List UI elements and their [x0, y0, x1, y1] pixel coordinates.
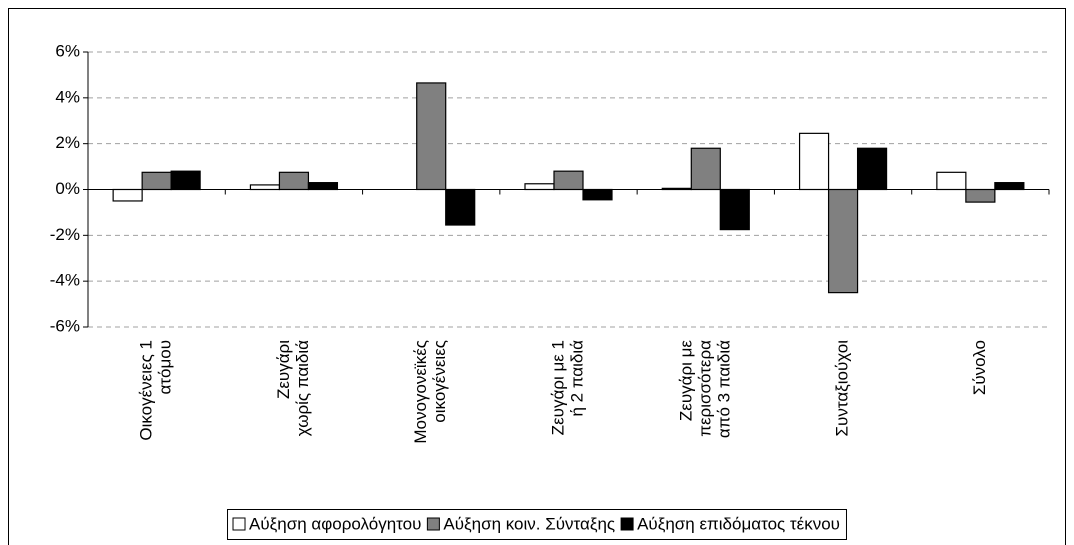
bar — [278, 171, 310, 191]
bar — [416, 82, 447, 191]
bar — [661, 187, 692, 191]
bar — [719, 188, 750, 231]
bar — [445, 188, 476, 226]
y-tick-label: 6% — [55, 41, 80, 60]
x-tick-label: Οικογένειες 1 — [137, 340, 156, 441]
bar — [856, 147, 888, 191]
y-tick-label: 2% — [55, 133, 80, 152]
x-tick-label: από 3 παιδιά — [714, 340, 733, 438]
y-tick-label: 0% — [55, 179, 80, 198]
bar — [170, 170, 201, 191]
bar — [307, 182, 339, 191]
y-tick-label: -6% — [50, 316, 80, 335]
x-tick-label: Σύνολο — [970, 340, 989, 395]
legend-swatch — [620, 517, 634, 531]
legend-label: Αύξηση κοιν. Σύνταξης — [443, 514, 615, 533]
x-tick-label: ή 2 παιδιά — [567, 340, 586, 417]
y-tick-label: 4% — [55, 87, 80, 106]
bar — [141, 171, 172, 191]
legend-label: Αύξηση επιδόματος τέκνου — [637, 514, 840, 533]
x-tick-label: Μονογονεϊκές — [411, 340, 430, 444]
legend-box — [227, 509, 847, 540]
legend-swatch — [232, 517, 246, 531]
bar — [994, 182, 1025, 191]
x-tick-label: ατόμου — [156, 340, 175, 395]
bar — [112, 188, 143, 202]
legend: Αύξηση αφορολόγητου Αύξηση κοιν. Σύνταξης… — [227, 509, 847, 540]
x-tick-label: Ζευγάρι με — [676, 340, 695, 422]
x-tick-label: Ζευγάρι — [274, 340, 293, 399]
bar — [965, 188, 996, 203]
legend-swatch — [426, 517, 440, 531]
x-tick-label: Συνταξιούχοι — [833, 340, 852, 437]
x-tick-label: οικογένειες — [430, 340, 449, 423]
chart-frame — [8, 8, 1066, 545]
bar — [524, 183, 555, 191]
bar — [936, 171, 967, 191]
bar — [553, 170, 584, 191]
bar — [249, 184, 281, 191]
x-tick-label: Ζευγάρι με 1 — [548, 340, 567, 435]
x-tick-label: χωρίς παιδιά — [293, 340, 312, 436]
legend-label: Αύξηση αφορολόγητου — [249, 514, 421, 533]
bar — [798, 132, 830, 191]
y-tick-label: -4% — [50, 271, 80, 290]
x-tick-label: περισσότερα — [695, 340, 714, 437]
bar — [827, 188, 859, 294]
y-tick-label: -2% — [50, 225, 80, 244]
bar — [582, 188, 613, 201]
bar — [690, 147, 721, 191]
